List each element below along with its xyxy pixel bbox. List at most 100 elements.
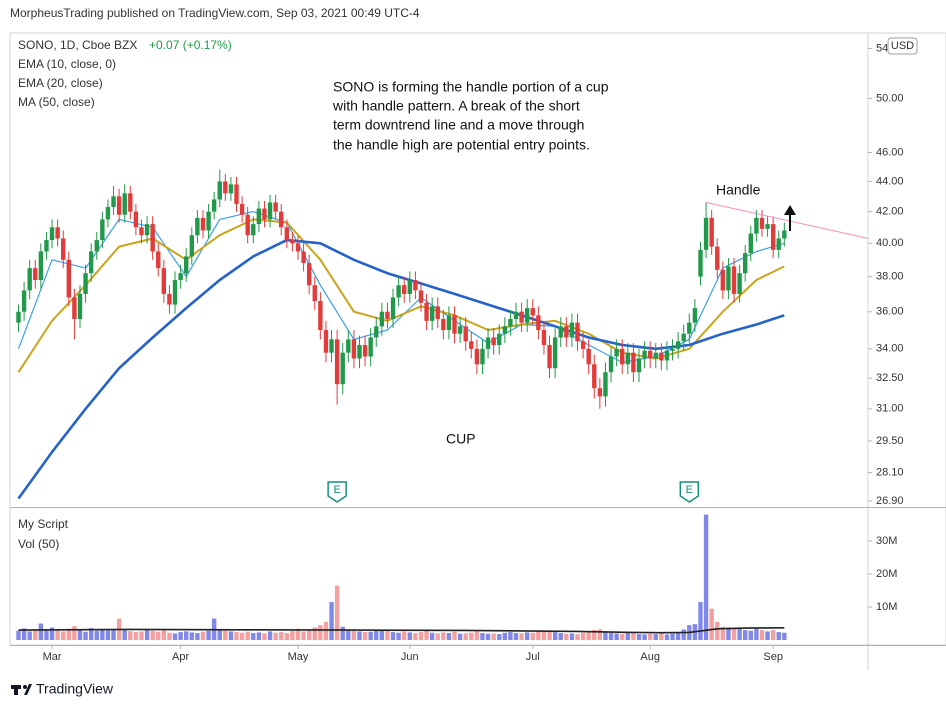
y-tick-label: 38.00 <box>876 271 904 283</box>
y-tick-label: 44.00 <box>876 175 904 187</box>
candle-body <box>329 339 334 353</box>
candle-body <box>284 227 290 241</box>
volume-bar <box>424 630 429 640</box>
candle-body <box>279 211 284 228</box>
candle-body <box>743 253 748 274</box>
candle-body <box>318 300 323 331</box>
candle-body <box>189 235 194 257</box>
volume-bar <box>256 632 262 640</box>
volume-bar <box>38 623 44 640</box>
indicator-legend: EMA (10, close, 0) <box>18 57 116 71</box>
candle-body <box>480 348 485 365</box>
candle-body <box>726 266 731 291</box>
candle-body <box>675 341 681 349</box>
candle-body <box>156 251 161 269</box>
volume-bar <box>16 630 21 640</box>
note-line: SONO is forming the handle portion of a … <box>333 79 609 95</box>
volume-bar <box>552 632 558 640</box>
volume-bar <box>659 633 664 640</box>
candle-body <box>16 311 21 323</box>
volume-bar <box>446 633 452 640</box>
candle-body <box>647 350 653 359</box>
volume-bar <box>262 633 267 640</box>
candle-body <box>564 326 569 338</box>
volume-bar <box>318 625 323 640</box>
volume-bar <box>111 629 116 640</box>
candle-body <box>200 217 206 231</box>
candle-body <box>262 208 267 220</box>
volume-bar <box>620 633 625 640</box>
volume-bar <box>167 632 172 640</box>
candle-body <box>351 339 357 359</box>
volume-bar <box>429 632 435 640</box>
volume-bar <box>290 631 295 640</box>
candle-body <box>659 352 664 361</box>
volume-bar <box>502 632 508 640</box>
volume-bar <box>340 626 345 640</box>
volume-bar <box>27 631 32 640</box>
footer-logo <box>11 684 32 695</box>
volume-bar <box>105 630 111 640</box>
candle-body <box>625 352 631 365</box>
candle-body <box>759 217 765 229</box>
candle-body <box>614 348 619 357</box>
candle-body <box>334 339 340 385</box>
volume-bar <box>234 632 239 640</box>
volume-bar <box>374 630 379 640</box>
volume-bar <box>726 627 731 640</box>
volume-bar <box>636 634 642 640</box>
volume-bar <box>184 631 189 640</box>
volume-bar <box>390 632 396 640</box>
candle-body <box>128 193 133 212</box>
volume-bar <box>33 630 38 640</box>
volume-bar <box>558 633 563 640</box>
volume-bar <box>329 602 334 640</box>
volume-bar <box>351 630 357 640</box>
volume-bar <box>217 630 222 640</box>
y-tick-label: 46.00 <box>876 146 904 158</box>
volume-bar <box>301 631 306 640</box>
candle-body <box>709 217 714 247</box>
candle-body <box>273 202 278 212</box>
volume-bar <box>452 631 457 640</box>
volume-bar <box>239 632 245 640</box>
volume-bar <box>306 630 312 640</box>
candle-body <box>251 224 256 236</box>
candle-body <box>631 352 636 373</box>
y-tick-label: 40.00 <box>876 237 904 249</box>
candle-body <box>608 356 614 373</box>
volume-bar <box>675 632 681 640</box>
volume-bar <box>603 631 608 640</box>
candle-body <box>27 268 32 291</box>
candle-body <box>446 315 452 331</box>
candle-body <box>161 268 167 294</box>
candle-body <box>211 199 217 212</box>
candle-body <box>228 184 234 194</box>
volume-bar <box>172 633 178 640</box>
volume-bar <box>474 631 480 640</box>
volume-bar <box>362 632 368 640</box>
footer: TradingView <box>36 681 114 697</box>
candle-body <box>150 224 155 252</box>
candle-body <box>122 193 127 215</box>
volume-bar <box>144 629 150 640</box>
volume-bar <box>55 630 60 640</box>
candle-body <box>178 273 183 281</box>
volume-bar <box>223 629 228 640</box>
candle-body <box>396 285 401 298</box>
candle-body <box>184 256 189 274</box>
volume-legend: Vol (50) <box>18 537 59 551</box>
candle-body <box>301 251 306 264</box>
candle-body <box>715 246 720 270</box>
candle-body <box>681 333 686 342</box>
volume-bar <box>709 608 714 640</box>
candle-body <box>267 202 273 220</box>
volume-bar <box>770 630 776 640</box>
candle-body <box>55 227 60 239</box>
candle-body <box>580 341 586 349</box>
candle-body <box>485 337 491 349</box>
candle-body <box>38 251 44 281</box>
indicator-line <box>17 238 785 500</box>
volume-bar <box>346 629 351 640</box>
